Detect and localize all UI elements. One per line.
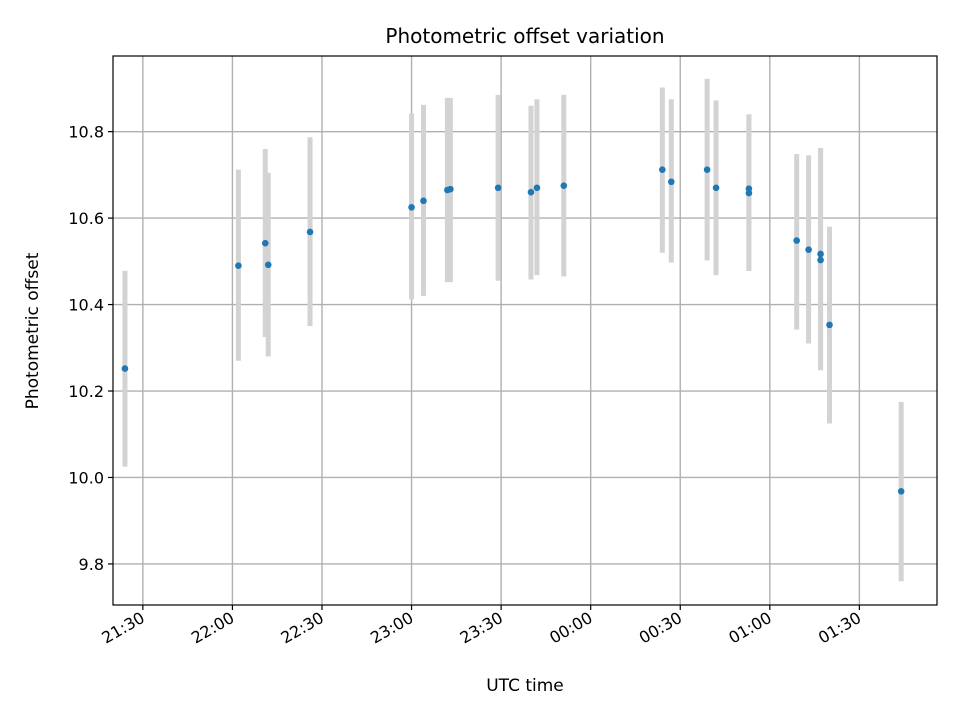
- x-tick-label: 21:30: [98, 608, 147, 648]
- error-bars: [122, 78, 904, 582]
- x-tick-label: 01:00: [725, 608, 774, 648]
- y-tick-label: 10.6: [68, 209, 104, 228]
- data-point: [447, 185, 454, 193]
- x-tick-label: 22:00: [188, 608, 237, 648]
- data-point: [745, 189, 753, 197]
- y-tick-label: 10.0: [68, 468, 104, 487]
- data-point: [817, 250, 824, 258]
- data-point: [817, 256, 824, 264]
- x-tick-label: 00:30: [636, 608, 685, 648]
- data-point: [494, 184, 502, 192]
- data-points: [121, 166, 905, 495]
- plot-frame: [112, 55, 938, 606]
- data-point: [805, 246, 812, 253]
- data-point: [306, 228, 314, 236]
- chart-title: Photometric offset variation: [385, 24, 664, 48]
- y-tick-label: 10.8: [68, 123, 104, 142]
- x-axis-label: UTC time: [486, 676, 564, 696]
- data-point: [420, 197, 427, 205]
- y-tick-label: 9.8: [79, 555, 104, 574]
- data-point: [121, 365, 129, 372]
- grid: [113, 56, 937, 605]
- y-tick-label: 10.4: [68, 296, 104, 315]
- data-point: [826, 321, 833, 329]
- data-point: [793, 237, 800, 244]
- x-axis: 21:30 22:00 22:30 23:00 23:30 00:00 00:30 01:00…: [98, 605, 864, 648]
- data-point: [261, 239, 269, 247]
- data-point: [712, 184, 720, 192]
- data-point: [408, 203, 415, 211]
- data-point: [703, 166, 711, 173]
- x-tick-label: 22:30: [278, 608, 327, 648]
- x-tick-label: 23:30: [457, 608, 506, 648]
- data-point: [560, 182, 568, 189]
- data-point: [235, 262, 242, 269]
- y-axis-label: Photometric offset: [23, 252, 43, 409]
- data-point: [667, 178, 675, 186]
- data-point: [527, 188, 535, 196]
- data-point: [897, 488, 905, 495]
- data-point: [533, 184, 541, 192]
- data-point: [264, 261, 272, 269]
- data-point: [659, 166, 666, 173]
- x-tick-label: 01:30: [815, 608, 864, 648]
- y-axis: 9.8 10.0 10.2 10.4 10.6 10.8: [68, 123, 113, 574]
- y-tick-label: 10.2: [68, 382, 104, 401]
- x-tick-label: 00:00: [546, 608, 595, 648]
- x-tick-label: 23:00: [367, 608, 416, 648]
